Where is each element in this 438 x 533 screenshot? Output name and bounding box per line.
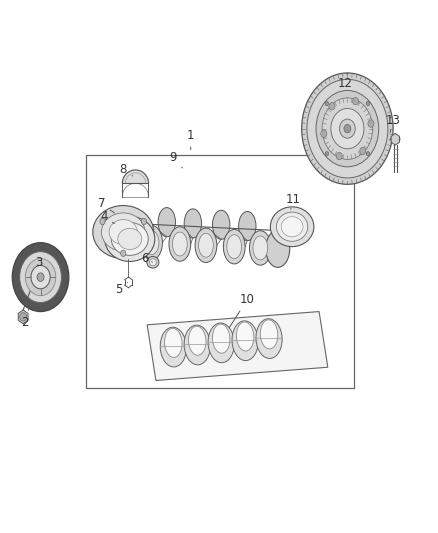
- Ellipse shape: [144, 231, 159, 255]
- Ellipse shape: [212, 210, 230, 239]
- Circle shape: [307, 79, 388, 178]
- Circle shape: [368, 120, 374, 127]
- Ellipse shape: [260, 320, 278, 349]
- Circle shape: [366, 101, 370, 106]
- Text: 6: 6: [141, 252, 152, 265]
- Ellipse shape: [232, 321, 258, 361]
- Ellipse shape: [105, 216, 155, 262]
- Ellipse shape: [256, 319, 282, 359]
- Ellipse shape: [184, 209, 201, 238]
- Ellipse shape: [276, 212, 308, 241]
- Circle shape: [329, 102, 335, 110]
- Polygon shape: [147, 312, 328, 381]
- Text: 11: 11: [286, 192, 300, 209]
- Circle shape: [366, 152, 370, 156]
- Ellipse shape: [198, 233, 213, 257]
- Circle shape: [325, 101, 328, 106]
- Bar: [86, 155, 354, 389]
- Circle shape: [20, 252, 61, 303]
- Ellipse shape: [281, 216, 303, 237]
- Ellipse shape: [253, 236, 268, 260]
- Circle shape: [344, 124, 351, 133]
- Text: 4: 4: [100, 209, 114, 223]
- Ellipse shape: [270, 207, 314, 247]
- Circle shape: [12, 243, 69, 312]
- Ellipse shape: [118, 228, 142, 249]
- Ellipse shape: [93, 206, 154, 259]
- Circle shape: [100, 218, 105, 224]
- Ellipse shape: [223, 229, 245, 264]
- Circle shape: [302, 73, 393, 184]
- Circle shape: [336, 152, 342, 160]
- Ellipse shape: [208, 323, 234, 363]
- Circle shape: [331, 109, 364, 149]
- Text: 10: 10: [229, 293, 255, 328]
- Ellipse shape: [237, 322, 254, 351]
- Ellipse shape: [169, 227, 191, 261]
- Ellipse shape: [195, 228, 217, 263]
- Text: 7: 7: [98, 197, 114, 213]
- Circle shape: [360, 147, 366, 155]
- Circle shape: [31, 265, 50, 289]
- Circle shape: [120, 250, 126, 256]
- Ellipse shape: [141, 225, 162, 260]
- Ellipse shape: [212, 324, 230, 353]
- Ellipse shape: [149, 259, 156, 266]
- Ellipse shape: [391, 136, 400, 143]
- Ellipse shape: [173, 232, 187, 256]
- Circle shape: [322, 98, 373, 159]
- Ellipse shape: [158, 207, 176, 237]
- Circle shape: [37, 273, 44, 281]
- Text: 2: 2: [21, 309, 29, 329]
- Polygon shape: [18, 310, 28, 324]
- Polygon shape: [122, 170, 148, 183]
- Circle shape: [316, 91, 379, 167]
- Polygon shape: [391, 133, 399, 145]
- Ellipse shape: [266, 230, 290, 268]
- Circle shape: [25, 259, 56, 296]
- Ellipse shape: [147, 256, 159, 268]
- Text: 5: 5: [115, 282, 127, 296]
- Ellipse shape: [111, 222, 148, 255]
- Text: 1: 1: [187, 128, 194, 150]
- Circle shape: [321, 130, 327, 138]
- Circle shape: [20, 313, 27, 321]
- Ellipse shape: [184, 325, 210, 365]
- Circle shape: [339, 119, 355, 138]
- Ellipse shape: [165, 328, 182, 358]
- Circle shape: [353, 98, 359, 105]
- Text: 9: 9: [170, 151, 182, 168]
- Ellipse shape: [102, 213, 145, 251]
- Text: 8: 8: [120, 164, 133, 176]
- Text: 13: 13: [385, 114, 400, 132]
- Ellipse shape: [250, 231, 271, 265]
- Ellipse shape: [109, 220, 138, 245]
- Ellipse shape: [227, 235, 242, 259]
- Circle shape: [141, 218, 147, 224]
- Ellipse shape: [188, 326, 206, 356]
- Circle shape: [325, 152, 328, 156]
- Text: 3: 3: [35, 245, 42, 269]
- Ellipse shape: [160, 327, 187, 367]
- Text: 12: 12: [338, 73, 353, 90]
- Ellipse shape: [239, 212, 256, 241]
